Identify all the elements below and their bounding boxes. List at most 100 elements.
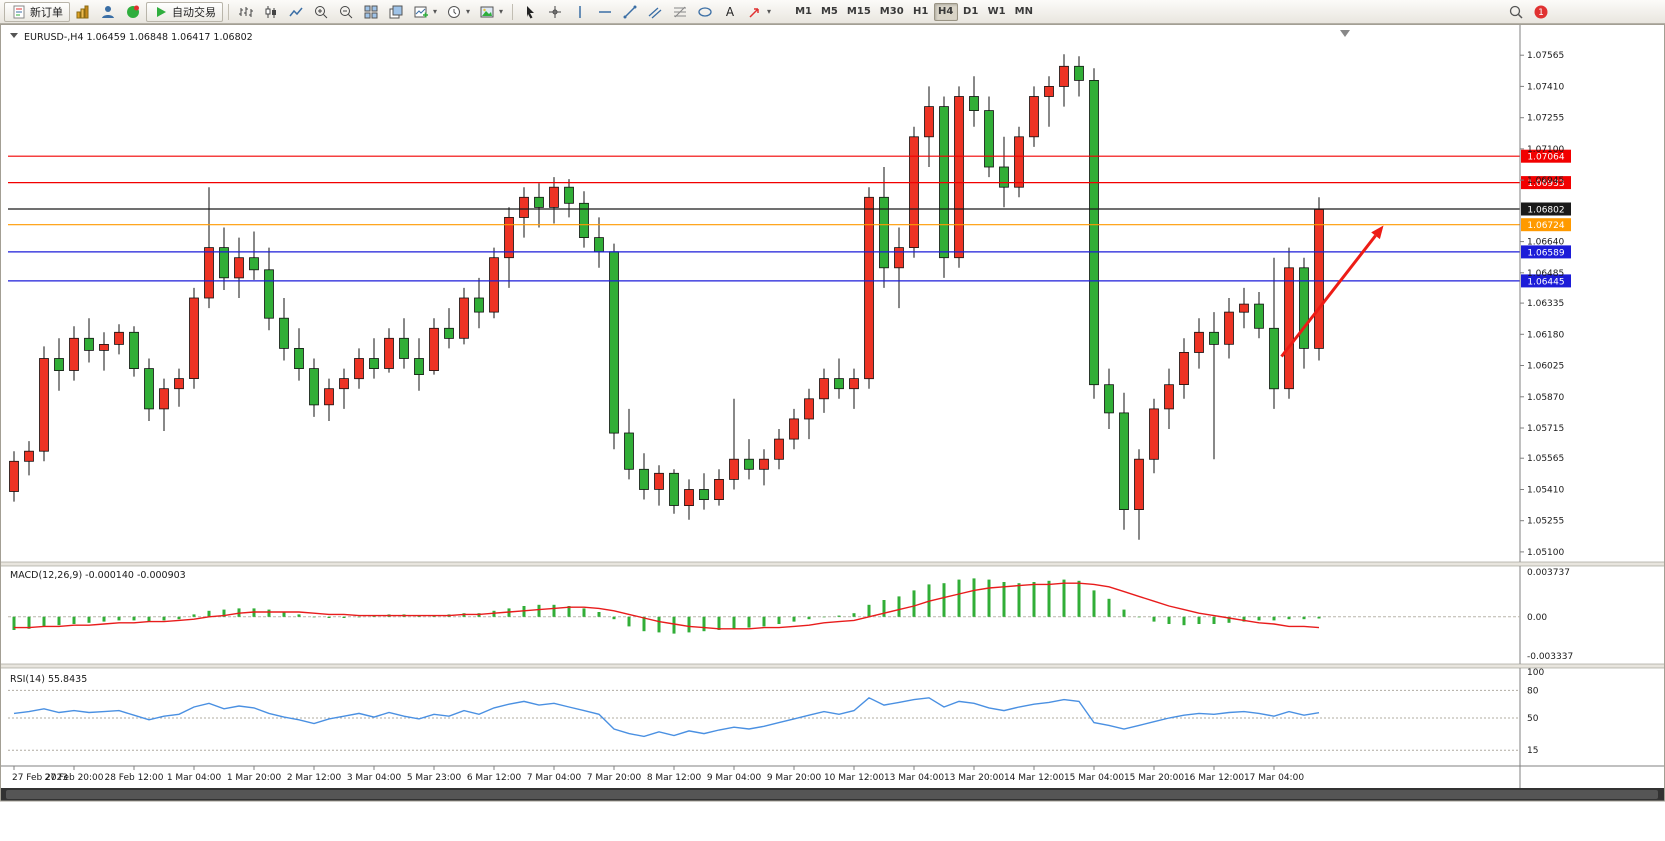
timeframe-button-w1[interactable]: W1 xyxy=(987,6,1006,17)
profiles-button[interactable]: ▾ xyxy=(442,2,474,22)
timeframe-button-m5[interactable]: M5 xyxy=(820,6,838,17)
one-click-trading-toggle[interactable] xyxy=(10,33,18,38)
price-axis-label: 1.06485 xyxy=(1527,269,1564,279)
candle xyxy=(909,126,919,258)
shapes-button[interactable] xyxy=(693,2,717,22)
resistance-line-2[interactable]: 1.06933 xyxy=(8,176,1571,190)
candle xyxy=(1314,197,1324,361)
autotrading-button[interactable]: 自动交易 xyxy=(146,1,223,22)
timeframe-button-h4[interactable]: H4 xyxy=(933,2,958,21)
time-axis-label: 27 Feb 20:00 xyxy=(44,773,103,783)
new-order-button[interactable]: 新订单 xyxy=(4,1,70,22)
line-chart-button[interactable] xyxy=(284,2,308,22)
candle xyxy=(669,469,679,514)
price-axis-label: 1.06945 xyxy=(1527,176,1564,186)
arrange-windows-icon xyxy=(388,4,404,20)
search-button[interactable] xyxy=(1504,2,1528,22)
candle xyxy=(894,227,904,309)
profile-icon xyxy=(100,4,116,20)
panel-divider[interactable] xyxy=(0,663,1665,669)
crosshair-button[interactable] xyxy=(543,2,567,22)
candle xyxy=(24,441,34,476)
trendline-button[interactable] xyxy=(618,2,642,22)
channel-button[interactable] xyxy=(643,2,667,22)
community-button[interactable] xyxy=(121,2,145,22)
candle xyxy=(714,469,724,506)
candle xyxy=(969,76,979,127)
candle xyxy=(1209,312,1219,460)
channel-icon xyxy=(647,4,663,20)
scrollbar-thumb[interactable] xyxy=(6,790,1658,799)
price-line-label: 1.06933 xyxy=(1527,179,1564,189)
candle xyxy=(1074,56,1084,97)
tile-windows-button[interactable] xyxy=(359,2,383,22)
pivot-line[interactable]: 1.06724 xyxy=(8,218,1571,232)
candle xyxy=(144,358,154,421)
charts-stack-button[interactable] xyxy=(71,2,95,22)
current-price-line[interactable]: 1.06802 xyxy=(8,202,1571,216)
zoom-in-button[interactable] xyxy=(309,2,333,22)
candle xyxy=(114,324,124,355)
notifications-button[interactable]: 1 xyxy=(1529,2,1553,22)
timeframe-button-m15[interactable]: M15 xyxy=(846,6,871,17)
vertical-line-icon xyxy=(572,4,588,20)
candle xyxy=(1059,54,1069,107)
timeframe-button-d1[interactable]: D1 xyxy=(963,6,979,17)
panel-divider[interactable] xyxy=(0,561,1665,567)
cursor-icon xyxy=(522,4,538,20)
autotrading-button-label: 自动交易 xyxy=(172,5,216,19)
candle xyxy=(249,231,259,280)
price-axis-label: 1.06335 xyxy=(1527,299,1564,309)
text-icon: A xyxy=(722,4,738,20)
candle xyxy=(774,429,784,470)
candle xyxy=(189,287,199,389)
candle xyxy=(1239,287,1249,329)
new-chart-button[interactable]: ▾ xyxy=(409,2,441,22)
cursor-button[interactable] xyxy=(518,2,542,22)
price-axis-label: 1.05565 xyxy=(1527,454,1564,464)
price-axis-label: 1.05870 xyxy=(1527,393,1564,403)
horizontal-line-button[interactable] xyxy=(593,2,617,22)
timeframe-button-m1[interactable]: M1 xyxy=(795,6,812,17)
timeframe-button-h1[interactable]: H1 xyxy=(912,6,929,17)
candle xyxy=(639,453,649,500)
candle xyxy=(1224,298,1234,359)
profile-button[interactable] xyxy=(96,2,120,22)
price-axis-label: 1.07410 xyxy=(1527,82,1564,92)
chart-background[interactable] xyxy=(0,24,1665,841)
price-axis-label: 1.07255 xyxy=(1527,114,1564,124)
dropdown-arrow-icon: ▾ xyxy=(767,7,772,16)
candle xyxy=(1149,398,1159,474)
bar-chart-button[interactable] xyxy=(234,2,258,22)
macd-axis-label: 0.00 xyxy=(1527,613,1547,623)
resistance-line-1[interactable]: 1.07064 xyxy=(8,149,1571,163)
time-axis-label: 15 Mar 04:00 xyxy=(1064,773,1124,783)
candle xyxy=(744,439,754,480)
candle xyxy=(984,96,994,178)
support-line-2[interactable]: 1.06445 xyxy=(8,274,1571,288)
timeframe-button-m30[interactable]: M30 xyxy=(879,6,904,17)
vertical-line-button[interactable] xyxy=(568,2,592,22)
arrows-button[interactable]: ▾ xyxy=(743,2,775,22)
zoom-out-button[interactable] xyxy=(334,2,358,22)
toolbar-group-timeframes: M1 M5 M15 M30 H1 H4 D1 W1 MN xyxy=(791,2,1037,21)
candle xyxy=(234,237,244,298)
candle xyxy=(369,338,379,379)
support-line-1[interactable]: 1.06589 xyxy=(8,245,1571,259)
timeframe-button-mn[interactable]: MN xyxy=(1014,6,1033,17)
candle xyxy=(1029,86,1039,147)
trend-arrow-object[interactable] xyxy=(1280,225,1384,358)
fibonacci-icon xyxy=(672,4,688,20)
candle xyxy=(819,368,829,413)
candle xyxy=(159,378,169,431)
candlestick-chart-button[interactable] xyxy=(259,2,283,22)
candle xyxy=(924,86,934,167)
chart-shift-marker[interactable] xyxy=(1340,30,1350,37)
arrange-windows-button[interactable] xyxy=(384,2,408,22)
text-button[interactable]: A xyxy=(718,2,742,22)
fibonacci-button[interactable] xyxy=(668,2,692,22)
toolbar-separator xyxy=(228,3,229,20)
time-axis-label: 7 Mar 04:00 xyxy=(527,773,582,783)
price-axis-label: 1.05100 xyxy=(1527,548,1564,558)
templates-button[interactable]: ▾ xyxy=(475,2,507,22)
